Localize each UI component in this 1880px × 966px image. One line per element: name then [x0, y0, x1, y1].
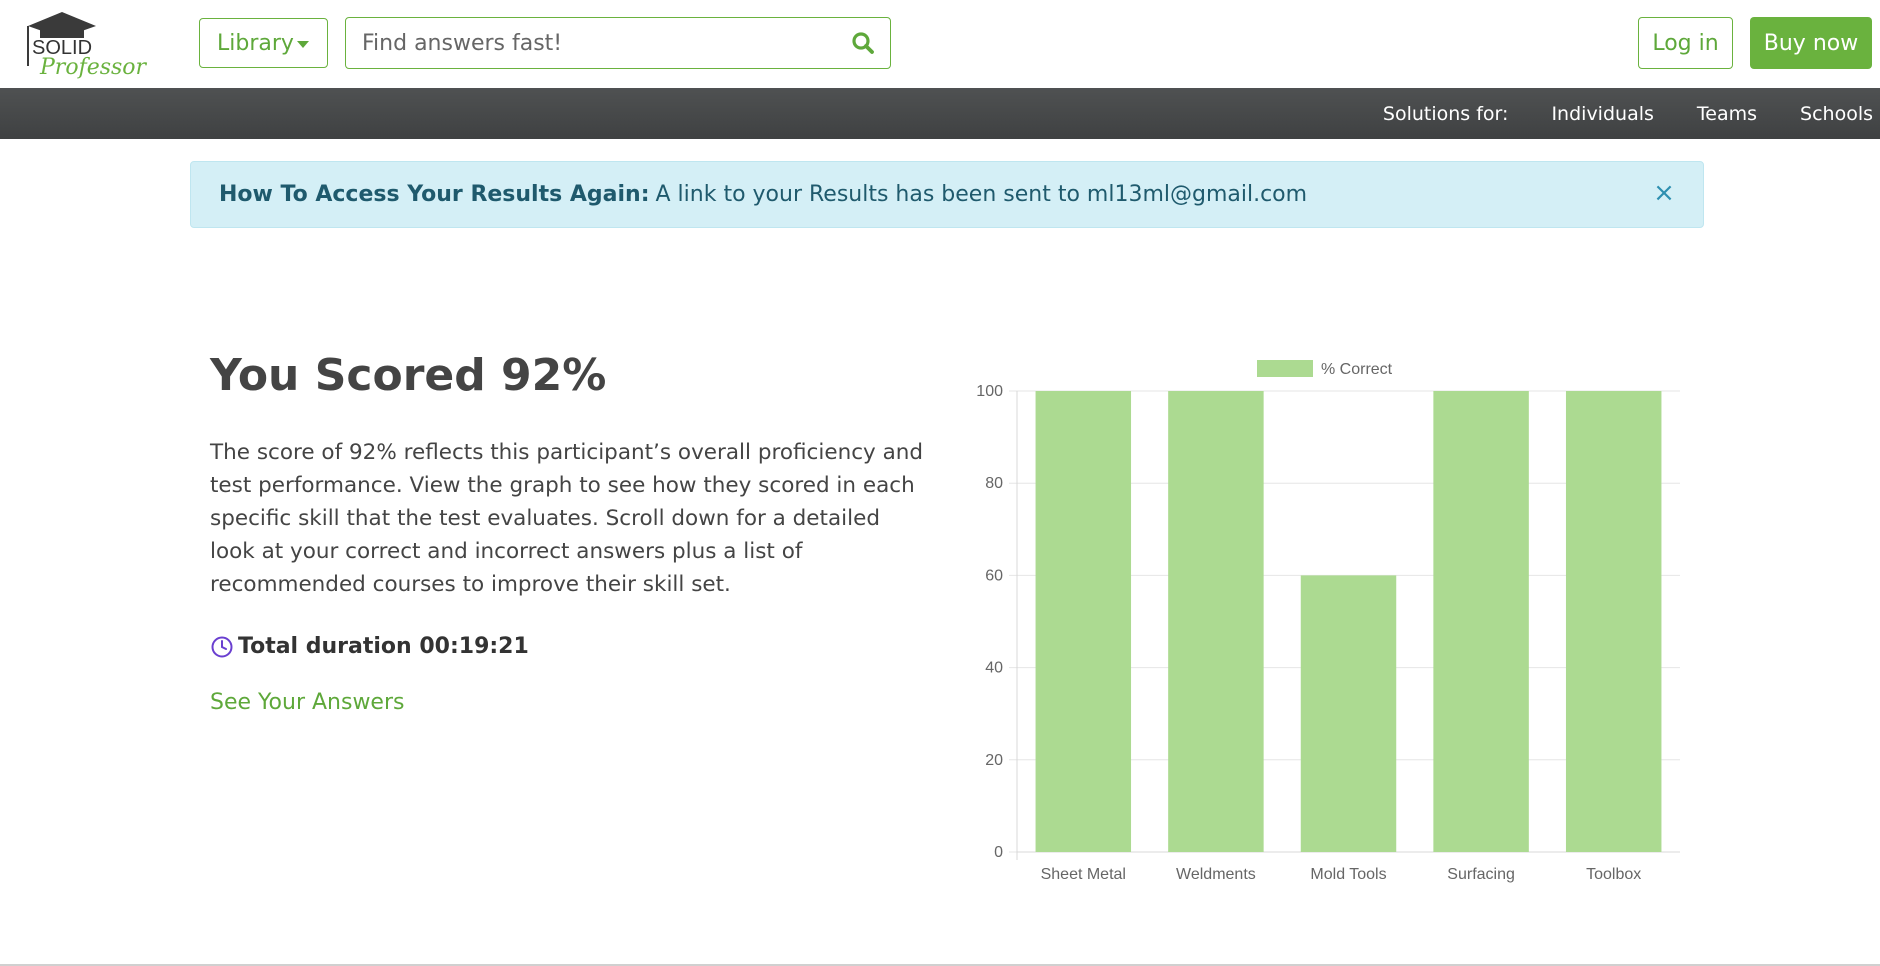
y-tick-label: 100 — [976, 383, 1003, 400]
see-answers-link[interactable]: See Your Answers — [210, 690, 405, 715]
x-tick-label: Weldments — [1176, 866, 1256, 883]
x-tick-label: Surfacing — [1447, 866, 1515, 883]
library-dropdown[interactable]: Library — [199, 18, 328, 68]
bar — [1035, 391, 1132, 852]
total-duration: Total duration 00:19:21 — [210, 634, 529, 659]
y-tick-label: 80 — [985, 475, 1003, 492]
bar — [1433, 391, 1529, 852]
x-tick-label: Toolbox — [1586, 866, 1641, 883]
top-header: SOLID Professor Library Log in Buy now — [0, 0, 1880, 88]
alert-message: A link to your Results has been sent to … — [655, 182, 1308, 207]
solutions-label: Solutions for: — [1382, 102, 1509, 125]
duration-text: Total duration 00:19:21 — [238, 634, 529, 659]
svg-text:SOLID: SOLID — [32, 37, 92, 59]
search-box — [345, 17, 891, 69]
clock-icon — [211, 636, 233, 657]
score-title: You Scored 92% — [210, 350, 607, 401]
caret-down-icon — [297, 41, 309, 48]
y-tick-label: 20 — [985, 752, 1003, 769]
y-tick-label: 0 — [994, 844, 1003, 861]
close-icon[interactable]: × — [1653, 178, 1675, 208]
solutions-nav: Solutions for: Individuals Teams Schools — [0, 88, 1880, 139]
search-icon[interactable] — [850, 30, 876, 56]
nav-item-teams[interactable]: Teams — [1696, 102, 1758, 125]
login-button[interactable]: Log in — [1638, 17, 1733, 69]
chart-svg: 0 20 40 60 80 100 Sheet Metal Weldments Mold Too… — [976, 360, 1680, 883]
buy-now-button[interactable]: Buy now — [1750, 17, 1872, 69]
solid-professor-logo[interactable]: SOLID Professor — [20, 8, 160, 80]
bar — [1565, 391, 1662, 852]
bar — [1168, 391, 1264, 852]
nav-item-schools[interactable]: Schools — [1800, 102, 1873, 125]
y-tick-label: 60 — [985, 567, 1003, 584]
x-tick-label: Sheet Metal — [1041, 866, 1126, 883]
legend-swatch — [1257, 360, 1313, 377]
y-tick-label: 40 — [985, 660, 1003, 677]
library-label: Library — [217, 30, 294, 56]
alert-title: How To Access Your Results Again: — [219, 182, 650, 207]
nav-item-individuals[interactable]: Individuals — [1551, 102, 1654, 125]
x-tick-label: Mold Tools — [1310, 866, 1386, 883]
bar — [1300, 575, 1397, 852]
svg-text:Professor: Professor — [39, 55, 148, 80]
score-description: The score of 92% reflects this participa… — [210, 440, 924, 597]
search-input[interactable] — [346, 18, 826, 68]
legend-label: % Correct — [1321, 361, 1393, 378]
results-alert: How To Access Your Results Again: A link… — [190, 161, 1704, 228]
page-divider — [0, 964, 1880, 966]
skills-bar-chart: 0 20 40 60 80 100 Sheet Metal Weldments Mold Too… — [960, 340, 1690, 900]
